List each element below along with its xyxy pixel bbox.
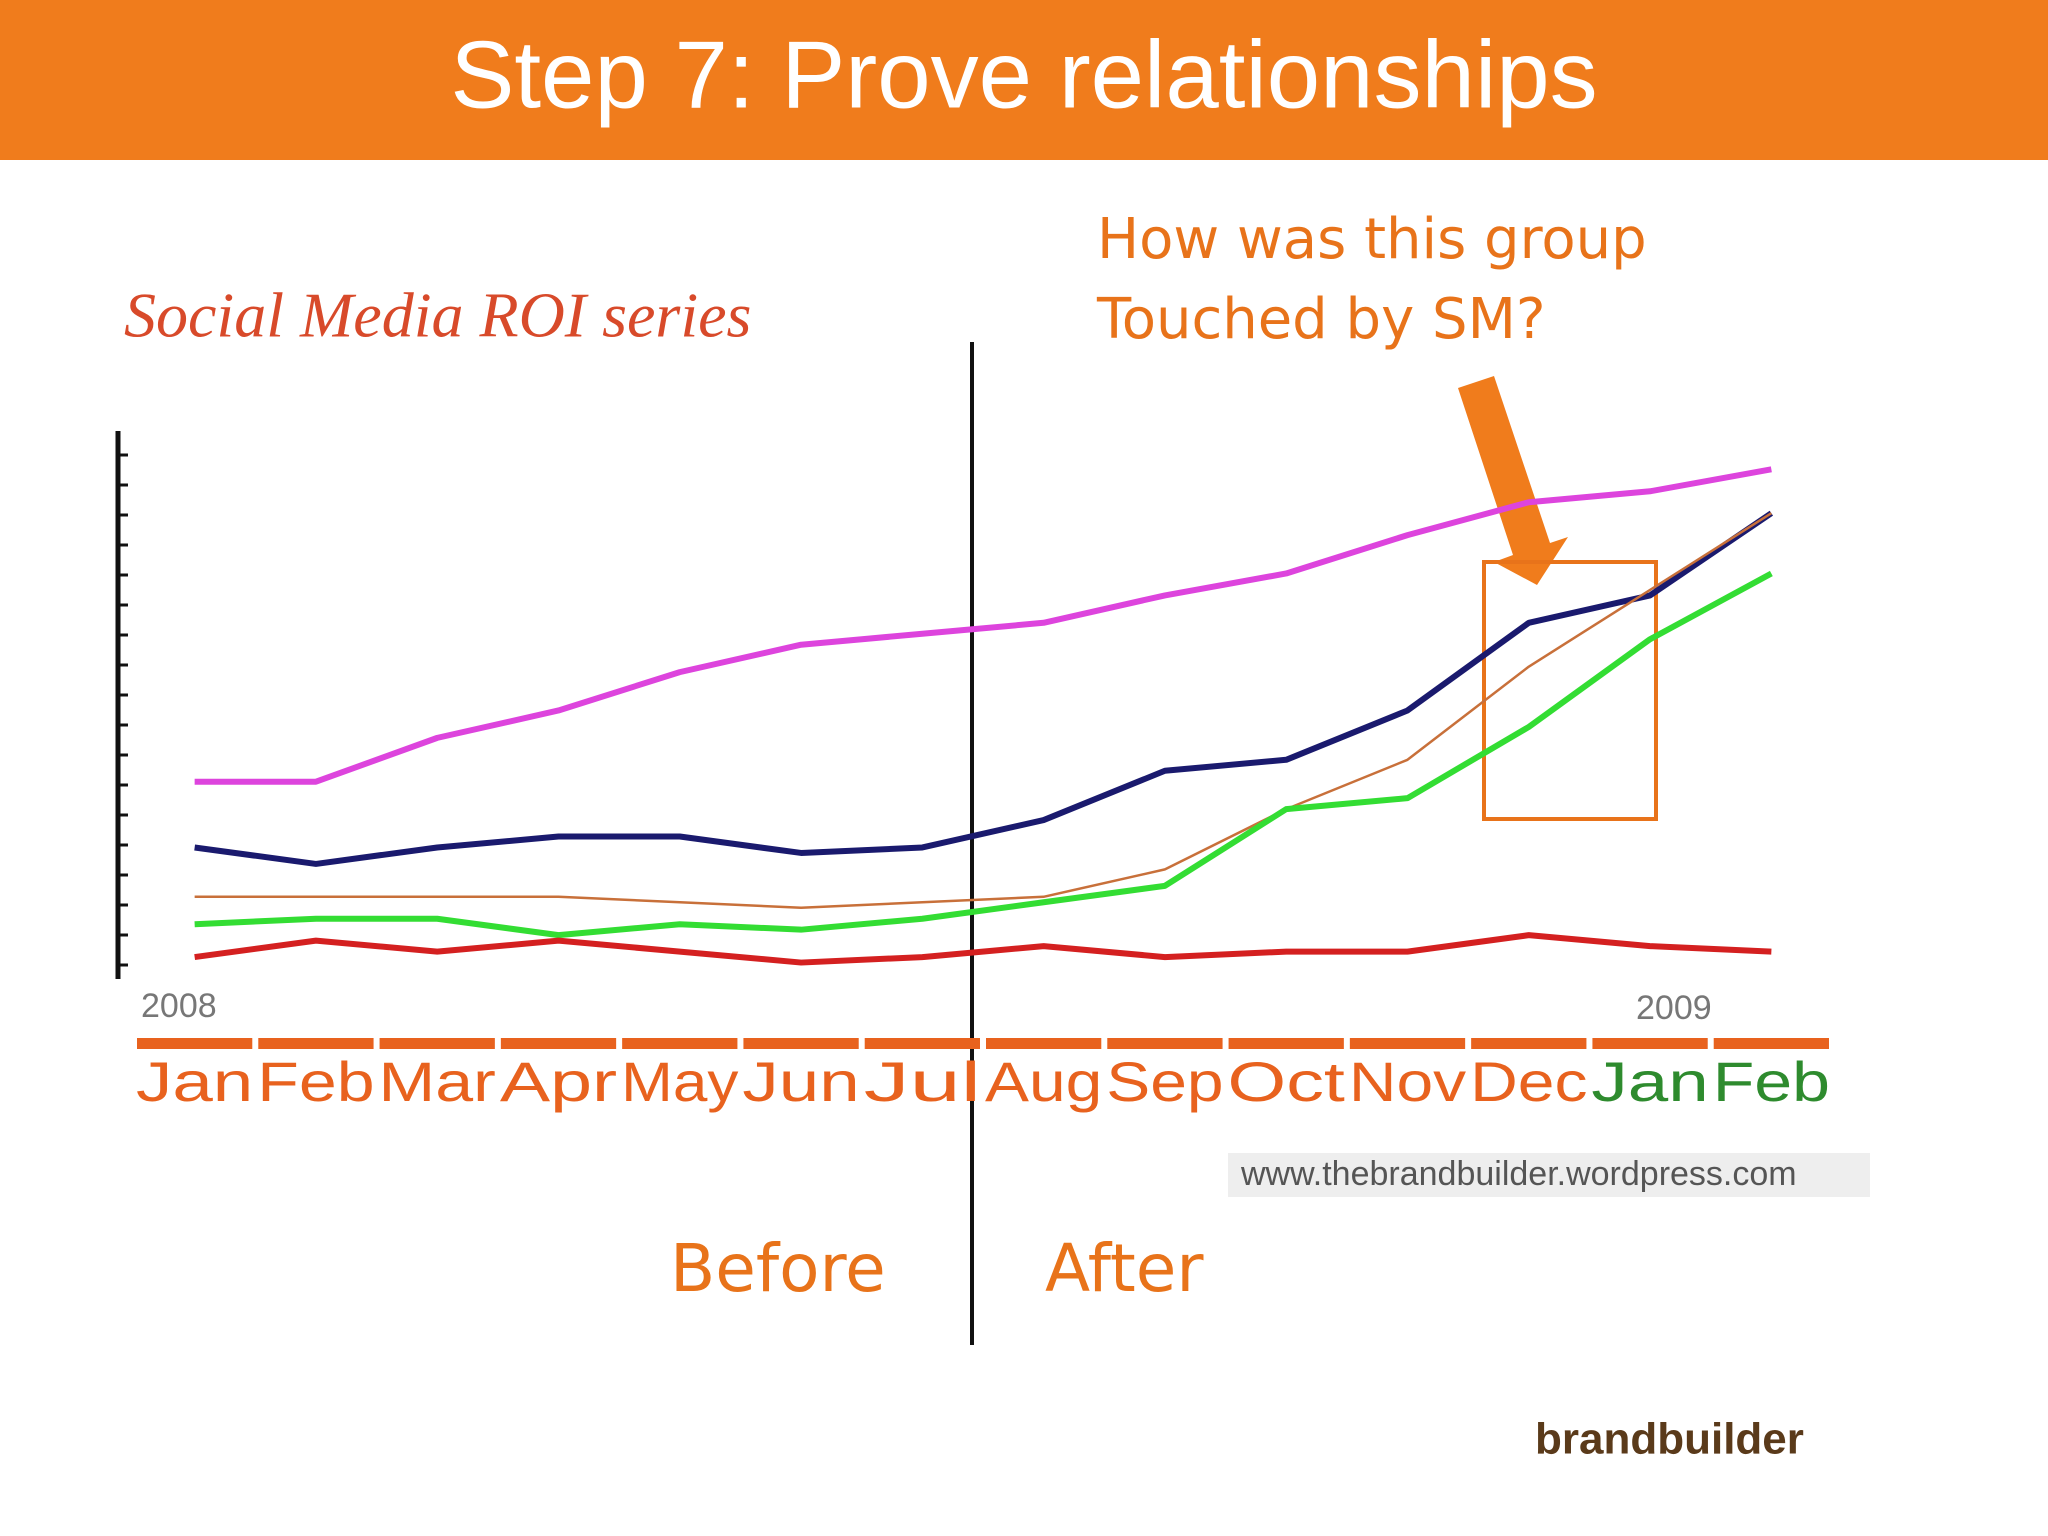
month-bar <box>137 1038 253 1049</box>
series-line <box>194 466 1772 785</box>
month-bar <box>986 1038 1102 1049</box>
year-label: 2008 <box>141 987 217 1025</box>
month-bar <box>622 1038 738 1049</box>
after-label: After <box>1045 1230 1204 1307</box>
x-tick-label: Oct <box>1228 1050 1346 1113</box>
source-bg <box>1228 1153 1870 1197</box>
x-tick-label: Mar <box>379 1050 496 1113</box>
series-line <box>194 570 1773 939</box>
callout-arrow <box>1458 376 1568 585</box>
month-bar <box>743 1038 859 1049</box>
highlight-box <box>1482 560 1658 821</box>
x-tick-label: Feb <box>1713 1050 1830 1113</box>
x-tick-label: Jan <box>136 1050 253 1113</box>
series-line <box>194 512 1773 910</box>
x-tick-label: Dec <box>1470 1050 1587 1113</box>
month-bar <box>1471 1038 1587 1049</box>
x-tick-label: Jun <box>742 1050 859 1113</box>
source: www.thebrandbuilder.wordpress.com <box>1240 1155 1797 1193</box>
title-bar <box>0 0 2048 160</box>
month-bar <box>500 1038 617 1049</box>
month-bar <box>1228 1038 1344 1049</box>
x-tick-label: Sep <box>1106 1050 1223 1113</box>
x-tick-label: Aug <box>985 1050 1102 1113</box>
series-line <box>194 932 1772 966</box>
chart-title: Social Media ROI series <box>124 280 751 351</box>
callout-line: How was this group <box>1097 207 1647 272</box>
logo: brandbuilder <box>1535 1415 1804 1464</box>
x-tick-label: Jan <box>1591 1050 1708 1113</box>
before-label: Before <box>670 1230 886 1307</box>
x-tick-label: May <box>621 1050 738 1113</box>
month-bar <box>1107 1038 1223 1049</box>
x-tick-label: Nov <box>1349 1050 1466 1113</box>
series-line <box>194 510 1774 867</box>
year-label: 2009 <box>1636 989 1712 1027</box>
x-tick-label: Jul <box>864 1050 981 1113</box>
month-bar <box>258 1038 374 1049</box>
month-bar <box>1592 1038 1708 1049</box>
month-bar <box>379 1038 495 1049</box>
month-bar <box>864 1038 980 1049</box>
month-bar <box>1713 1038 1829 1049</box>
slide-title: Step 7: Prove relationships <box>450 21 1597 128</box>
month-bar <box>1349 1038 1466 1049</box>
x-tick-label: Feb <box>257 1050 374 1113</box>
x-tick-label: Apr <box>500 1050 617 1113</box>
callout-line: Touched by SM? <box>1096 287 1546 352</box>
